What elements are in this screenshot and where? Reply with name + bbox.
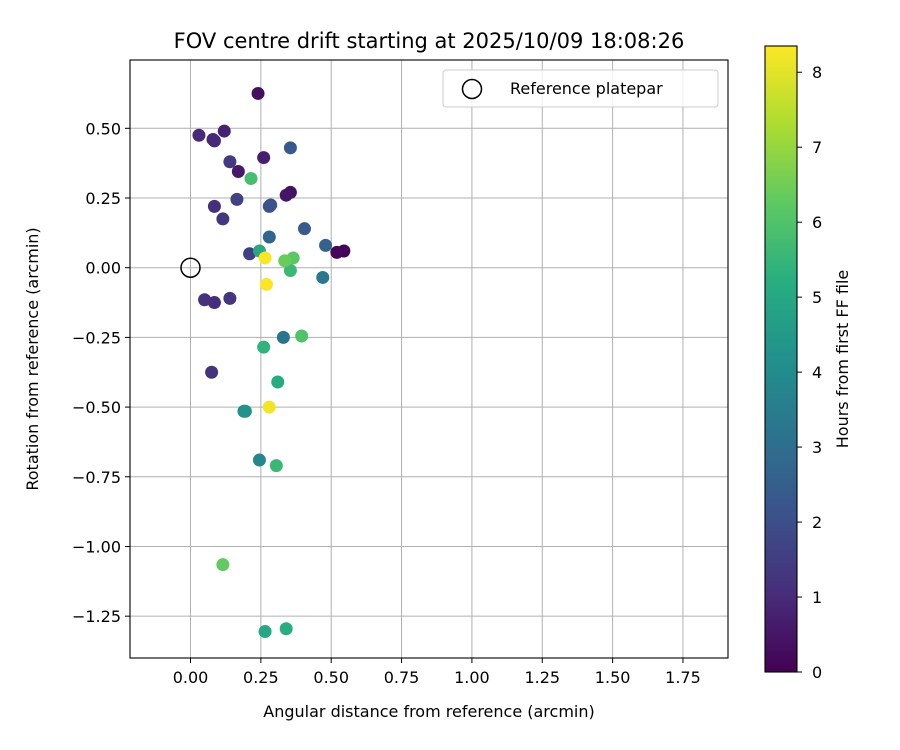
y-axis-ticks: 0.50 0.25 0.00 −0.25 −0.50 −0.75 −1.00 −1.25 bbox=[72, 119, 130, 626]
legend-label-reference: Reference platepar bbox=[510, 79, 663, 98]
colorbar-frame bbox=[764, 45, 798, 673]
reference-platepar-marker bbox=[180, 257, 201, 278]
data-point bbox=[259, 277, 273, 291]
data-point bbox=[217, 124, 231, 138]
data-point bbox=[216, 212, 230, 226]
colorbar-ticks: 0 1 2 3 4 5 6 7 8 bbox=[797, 63, 822, 682]
data-point bbox=[223, 155, 237, 169]
data-point bbox=[330, 245, 344, 259]
colorbar-tick-label: 3 bbox=[812, 438, 822, 457]
colorbar-tick-label: 5 bbox=[812, 288, 822, 307]
colorbar: 0 1 2 3 4 5 6 7 8 Hours from first FF file bbox=[764, 45, 852, 682]
colorbar-tick-label: 1 bbox=[812, 588, 822, 607]
data-point bbox=[316, 270, 330, 284]
y-tick-label: −1.00 bbox=[72, 537, 121, 556]
data-point bbox=[279, 622, 293, 636]
data-point bbox=[283, 263, 297, 277]
chart-title: FOV centre drift starting at 2025/10/09 … bbox=[174, 29, 685, 53]
data-point bbox=[230, 192, 244, 206]
data-point bbox=[192, 128, 206, 142]
colorbar-tick-label: 6 bbox=[812, 213, 822, 232]
data-point bbox=[258, 625, 272, 639]
data-point bbox=[262, 400, 276, 414]
data-point bbox=[319, 238, 333, 252]
colorbar-label: Hours from first FF file bbox=[833, 270, 852, 449]
x-tick-label: 0.00 bbox=[173, 668, 209, 687]
data-point bbox=[264, 198, 278, 212]
data-point bbox=[198, 293, 212, 307]
y-axis-label: Rotation from reference (arcmin) bbox=[23, 227, 42, 490]
legend-reference-marker bbox=[461, 78, 483, 100]
reference-marker-group bbox=[180, 257, 201, 278]
data-point bbox=[238, 404, 252, 418]
x-axis-label: Angular distance from reference (arcmin) bbox=[263, 702, 594, 721]
data-point bbox=[205, 365, 219, 379]
colorbar-tick-label: 0 bbox=[812, 663, 822, 682]
data-point bbox=[252, 453, 266, 467]
data-point bbox=[278, 254, 292, 268]
data-point bbox=[216, 558, 230, 572]
y-tick-label: 0.00 bbox=[85, 259, 121, 278]
data-point bbox=[207, 296, 221, 310]
x-tick-label: 0.75 bbox=[384, 668, 420, 687]
x-tick-label: 1.25 bbox=[524, 668, 560, 687]
x-tick-label: 0.25 bbox=[243, 668, 279, 687]
legend: Reference platepar bbox=[442, 69, 719, 108]
data-point bbox=[206, 132, 220, 146]
data-point bbox=[262, 230, 276, 244]
colorbar-tick-label: 2 bbox=[812, 513, 822, 532]
data-point bbox=[207, 199, 221, 213]
y-tick-label: 0.50 bbox=[85, 119, 121, 138]
y-tick-label: 0.25 bbox=[85, 189, 121, 208]
x-tick-label: 1.75 bbox=[665, 668, 701, 687]
data-point bbox=[283, 141, 297, 155]
colorbar-tick-label: 4 bbox=[812, 363, 822, 382]
plot-frame bbox=[129, 59, 729, 659]
data-point bbox=[276, 330, 290, 344]
x-tick-label: 0.50 bbox=[313, 668, 349, 687]
data-point bbox=[257, 151, 271, 165]
data-point bbox=[251, 86, 265, 100]
x-tick-label: 1.00 bbox=[454, 668, 490, 687]
colorbar-gradient bbox=[765, 46, 797, 672]
data-point bbox=[295, 329, 309, 343]
colorbar-tick-label: 8 bbox=[812, 63, 822, 82]
data-point bbox=[243, 247, 257, 261]
data-points bbox=[192, 86, 351, 639]
data-point bbox=[258, 251, 272, 265]
data-point bbox=[244, 171, 258, 185]
data-point bbox=[269, 459, 283, 473]
legend-box bbox=[442, 69, 719, 108]
data-point bbox=[223, 291, 237, 305]
x-axis-ticks: 0.00 0.25 0.50 0.75 1.00 1.25 1.50 1.75 bbox=[173, 658, 701, 687]
colorbar-tick-label: 7 bbox=[812, 138, 822, 157]
data-point bbox=[231, 165, 245, 179]
y-tick-label: −0.75 bbox=[72, 468, 121, 487]
data-point bbox=[297, 222, 311, 236]
y-tick-label: −0.50 bbox=[72, 398, 121, 417]
x-tick-label: 1.50 bbox=[595, 668, 631, 687]
data-point bbox=[257, 340, 271, 354]
y-tick-label: −1.25 bbox=[72, 607, 121, 626]
y-tick-label: −0.25 bbox=[72, 328, 121, 347]
data-point bbox=[279, 188, 293, 202]
data-point bbox=[271, 375, 285, 389]
